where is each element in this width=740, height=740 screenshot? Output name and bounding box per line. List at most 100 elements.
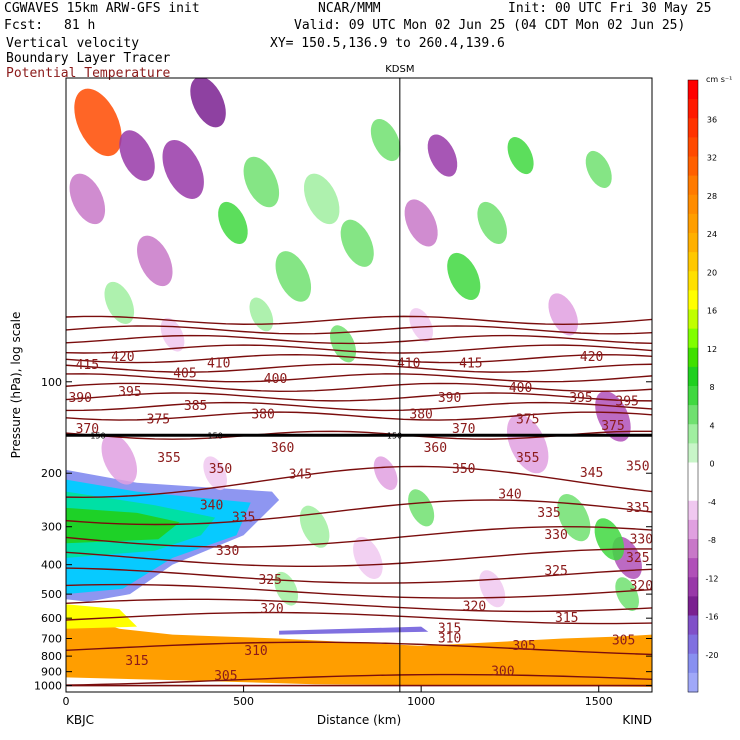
tropopause-label-1: 150 <box>208 431 223 440</box>
tropopause-label-0: 150 <box>90 431 105 440</box>
colorbar-swatch-19 <box>688 443 698 463</box>
colorbar-label-0: 36 <box>707 115 717 124</box>
colorbar-swatch-11 <box>688 290 698 310</box>
theta-label-22: 305 <box>214 669 237 684</box>
left-endpoint-label: KBJC <box>66 713 94 727</box>
colorbar-label-8: 4 <box>709 421 714 430</box>
theta-label-4: 400 <box>264 372 287 387</box>
velocity-blob-16 <box>477 201 507 245</box>
y-tick-label-600: 600 <box>41 612 62 625</box>
colorbar: 36 32 28 24 20 16 12 8 4 0 -4 -8 -12 -16 -20 <box>687 79 719 693</box>
theta-label-50: 320 <box>630 579 653 594</box>
ground-mask <box>66 677 652 692</box>
colorbar-swatch-18 <box>688 424 698 444</box>
colorbar-swatch-9 <box>688 252 698 272</box>
colorbar-label-2: 28 <box>707 192 717 201</box>
colorbar-swatch-5 <box>688 175 698 196</box>
theta-label-0: 420 <box>111 350 134 365</box>
colorbar-swatch-26 <box>688 577 698 597</box>
tracer-plume-band-3 <box>66 507 180 544</box>
velocity-blob-14 <box>427 134 458 177</box>
y-tick-label-400: 400 <box>41 559 62 572</box>
theta-label-7: 385 <box>184 399 207 414</box>
theta-contour-325 <box>66 598 652 613</box>
theta-contour-355 <box>66 465 652 498</box>
boundary-layer-fill <box>66 601 652 692</box>
theta-contour-385 <box>66 382 652 393</box>
init-time: Init: 00 UTC Fri 30 May 25 <box>508 1 712 16</box>
potential-temperature-contours <box>66 315 652 687</box>
theta-label-6: 390 <box>68 391 91 406</box>
y-axis-label: Pressure (hPa), log scale <box>9 312 23 459</box>
theta-label-20: 315 <box>125 654 148 669</box>
colorbar-swatch-27 <box>688 596 698 616</box>
x-tick-label-1000: 1000 <box>407 695 435 708</box>
x-tick-label-0: 0 <box>63 695 70 708</box>
velocity-blob-3 <box>137 235 173 287</box>
velocity-blob-2 <box>119 130 155 181</box>
velocity-blob-11 <box>340 219 374 267</box>
colorbar-frame <box>687 79 699 693</box>
velocity-blob-37 <box>615 577 639 611</box>
colorbar-swatch-10 <box>688 271 698 291</box>
colorbar-swatch-28 <box>688 615 698 636</box>
theta-label-1: 415 <box>76 358 99 373</box>
theta-label-21: 310 <box>244 644 267 659</box>
velocity-blob-13 <box>404 199 438 247</box>
theta-label-11: 360 <box>271 441 294 456</box>
colorbar-swatch-3 <box>688 137 698 157</box>
y-tick-label-200: 200 <box>41 467 62 480</box>
right-endpoint-label: KIND <box>622 713 652 727</box>
theta-label-47: 335 <box>626 501 649 516</box>
theta-label-2: 410 <box>207 356 230 371</box>
theta-contour-405 <box>66 344 652 354</box>
velocity-blob-25 <box>595 391 631 442</box>
colorbar-swatch-20 <box>688 462 698 483</box>
theta-label-40: 320 <box>463 600 486 615</box>
theta-label-25: 420 <box>580 350 603 365</box>
y-tick-label-500: 500 <box>41 588 62 601</box>
theta-label-30: 375 <box>516 412 539 427</box>
velocity-blob-29 <box>299 505 330 548</box>
velocity-blob-9 <box>275 251 312 302</box>
theta-contour-320 <box>66 611 652 625</box>
theta-label-43: 305 <box>512 639 535 654</box>
theta-label-14: 345 <box>289 468 312 483</box>
valid-time: Valid: 09 UTC Mon 02 Jun 25 (04 CDT Mon … <box>294 18 686 33</box>
colorbar-label-11: -8 <box>708 536 716 545</box>
theta-label-33: 355 <box>516 451 539 466</box>
colorbar-label-13: -16 <box>705 613 718 622</box>
plot-frame <box>65 77 653 693</box>
theta-label-15: 340 <box>200 498 223 513</box>
colorbar-unit: cm s⁻¹ <box>706 75 732 84</box>
velocity-blob-1 <box>69 173 106 225</box>
theta-label-31: 370 <box>452 422 475 437</box>
colorbar-swatch-21 <box>688 481 698 502</box>
theta-label-18: 325 <box>258 573 281 588</box>
colorbar-swatch-29 <box>688 634 698 655</box>
colorbar-swatch-22 <box>688 500 698 521</box>
colorbar-swatch-24 <box>688 539 698 559</box>
field-boundary-layer-tracer: Boundary Layer Tracer <box>6 51 171 66</box>
theta-label-29: 380 <box>409 407 432 422</box>
y-tick-label-300: 300 <box>41 521 62 534</box>
theta-label-19: 320 <box>260 602 283 617</box>
theta-contour-345 <box>66 526 652 548</box>
theta-label-49: 325 <box>626 551 649 566</box>
field-potential-temperature: Potential Temperature <box>6 66 171 81</box>
colorbar-swatch-12 <box>688 309 698 330</box>
theta-label-16: 335 <box>232 511 255 526</box>
colorbar-swatch-8 <box>688 233 698 253</box>
contour-labels: 420 415 410 405 400 395 390 385 380 375 370 360 355 3… <box>68 350 653 684</box>
theta-label-9: 375 <box>147 412 170 427</box>
colorbar-swatch-23 <box>688 519 698 540</box>
y-tick-label-1000: 1000 <box>34 680 62 693</box>
y-tick-label-100: 100 <box>41 376 62 389</box>
colorbar-swatch-16 <box>688 386 698 406</box>
theta-contour-410 <box>66 334 652 345</box>
theta-label-48: 330 <box>630 532 653 547</box>
colorbar-swatch-4 <box>688 156 698 177</box>
cross-section-coords: XY= 150.5,136.9 to 260.4,139.6 <box>270 36 505 51</box>
theta-label-37: 335 <box>537 506 560 521</box>
